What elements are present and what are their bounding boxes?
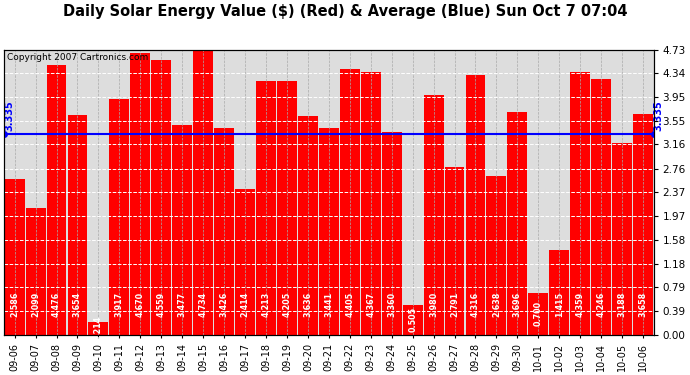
Text: 3.441: 3.441 (324, 292, 333, 317)
Bar (68, 115, 88, 335)
Bar (88, 322, 108, 335)
Text: 4.405: 4.405 (345, 292, 354, 317)
Text: 3.426: 3.426 (219, 292, 228, 317)
Text: 3.658: 3.658 (638, 292, 648, 317)
Text: 0.214: 0.214 (94, 316, 103, 341)
Bar (444, 167, 464, 335)
Bar (5, 179, 25, 335)
Bar (486, 176, 506, 335)
Text: 3.917: 3.917 (115, 292, 124, 317)
Bar (591, 79, 611, 335)
Bar (549, 250, 569, 335)
Text: 4.246: 4.246 (597, 292, 606, 317)
Bar (110, 99, 129, 335)
Bar (340, 69, 359, 335)
Text: 3.335: 3.335 (653, 100, 664, 131)
Bar (633, 114, 653, 335)
Bar (424, 95, 444, 335)
Text: 2.099: 2.099 (31, 292, 40, 317)
Text: 4.213: 4.213 (262, 292, 270, 317)
Text: 1.415: 1.415 (555, 292, 564, 317)
Text: 3.654: 3.654 (73, 292, 82, 317)
Text: 3.360: 3.360 (387, 292, 396, 317)
Bar (529, 293, 549, 335)
Text: 2.791: 2.791 (450, 292, 459, 317)
Text: 4.205: 4.205 (282, 292, 291, 317)
Bar (256, 81, 276, 335)
Text: 0.700: 0.700 (534, 301, 543, 326)
Text: 4.734: 4.734 (199, 292, 208, 317)
Text: 2.586: 2.586 (10, 292, 19, 318)
Bar (151, 60, 171, 335)
Bar (571, 72, 590, 335)
Bar (403, 304, 422, 335)
Bar (298, 116, 318, 335)
Text: 4.559: 4.559 (157, 292, 166, 317)
Bar (612, 143, 632, 335)
Text: 2.638: 2.638 (492, 292, 501, 318)
Text: 4.476: 4.476 (52, 292, 61, 317)
Text: 4.367: 4.367 (366, 292, 375, 317)
Text: 4.670: 4.670 (136, 292, 145, 317)
Bar (130, 54, 150, 335)
Text: 0.505: 0.505 (408, 307, 417, 332)
Bar (235, 189, 255, 335)
Text: 3.696: 3.696 (513, 292, 522, 317)
Text: Daily Solar Energy Value ($) (Red) & Average (Blue) Sun Oct 7 07:04: Daily Solar Energy Value ($) (Red) & Ave… (63, 4, 627, 19)
Text: 4.316: 4.316 (471, 292, 480, 317)
Text: 4.359: 4.359 (575, 292, 584, 317)
Text: 2.414: 2.414 (241, 292, 250, 317)
Text: Copyright 2007 Cartronics.com: Copyright 2007 Cartronics.com (8, 53, 148, 62)
Text: 3.477: 3.477 (178, 292, 187, 317)
Text: 3.335: 3.335 (4, 100, 14, 131)
Bar (466, 75, 486, 335)
Bar (277, 81, 297, 335)
Text: 3.980: 3.980 (429, 292, 438, 317)
Text: 3.188: 3.188 (618, 292, 627, 318)
Text: 3.636: 3.636 (304, 292, 313, 317)
Bar (382, 132, 402, 335)
Bar (47, 65, 66, 335)
Bar (172, 125, 193, 335)
Bar (507, 112, 527, 335)
Bar (319, 128, 339, 335)
Bar (26, 209, 46, 335)
Bar (193, 50, 213, 335)
Bar (214, 128, 234, 335)
Bar (361, 72, 381, 335)
